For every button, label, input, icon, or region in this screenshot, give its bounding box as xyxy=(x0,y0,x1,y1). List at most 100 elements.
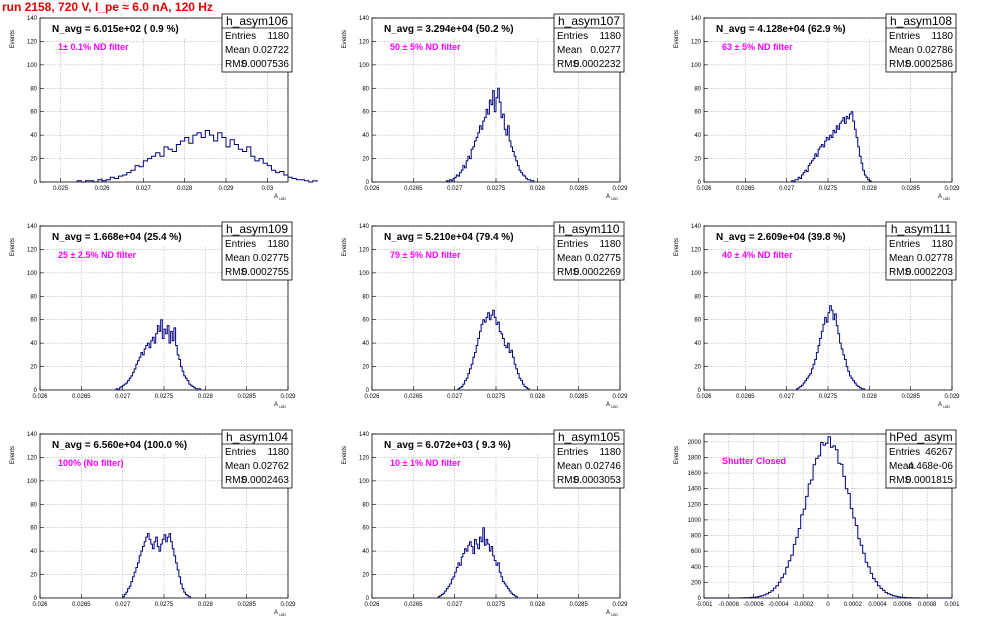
x-axis-title: A UID xyxy=(938,194,950,201)
stat-key: RMS xyxy=(889,475,912,486)
y-tick-label: 1800 xyxy=(688,455,702,461)
navg-bg xyxy=(42,228,218,246)
stat-key: Mean xyxy=(557,461,582,472)
page-title: run 2158, 720 V, I_pe ≈ 6.0 nA, 120 Hz xyxy=(2,0,213,14)
histogram-panel-h_asym107: 0.026 0.0265 0.027 0.0275 0.028 0.0285 0.029 0 2… xyxy=(342,13,628,201)
navg-bg xyxy=(706,228,882,246)
y-axis-title: Events xyxy=(10,238,16,256)
y-tick-label: 60 xyxy=(694,318,701,324)
stat-value: 0.02778 xyxy=(917,253,954,264)
stat-value: 0.0007536 xyxy=(242,59,290,70)
x-tick-label: 0.026 xyxy=(364,394,380,400)
x-tick-label: 0.0265 xyxy=(404,394,423,400)
stat-key: RMS xyxy=(889,267,912,278)
y-tick-label: 0 xyxy=(34,180,38,186)
x-tick-label: 0.026 xyxy=(364,186,380,192)
stat-value: 1180 xyxy=(267,447,289,458)
x-tick-label: 0.0265 xyxy=(72,602,91,608)
stat-key: RMS xyxy=(225,475,248,486)
y-tick-label: 120 xyxy=(27,39,38,45)
stat-value: 0.0002463 xyxy=(242,475,290,486)
histogram-series xyxy=(115,319,201,391)
x-axis-title: A UID xyxy=(274,194,286,201)
y-tick-label: 80 xyxy=(362,86,369,92)
x-tick-label: -0.0006 xyxy=(743,602,764,608)
y-tick-label: 140 xyxy=(27,432,38,438)
stats-box xyxy=(885,429,957,489)
y-tick-label: 20 xyxy=(30,365,37,371)
stat-value: 0.0277 xyxy=(590,45,621,56)
filter-annotation: 40 ± 4% ND filter xyxy=(722,250,793,260)
stat-key: RMS xyxy=(557,475,580,486)
stat-value: 1180 xyxy=(599,447,621,458)
y-tick-label: 100 xyxy=(359,63,370,69)
stat-key: RMS xyxy=(225,267,248,278)
y-tick-label: 40 xyxy=(30,549,37,555)
y-tick-label: 60 xyxy=(30,110,37,116)
y-tick-label: 2000 xyxy=(688,440,702,446)
y-tick-label: 140 xyxy=(27,16,38,22)
x-tick-label: 0.027 xyxy=(447,394,463,400)
x-axis-title: A UID xyxy=(274,610,286,617)
y-tick-label: 100 xyxy=(691,63,702,69)
stats-box xyxy=(553,13,625,73)
y-tick-label: 40 xyxy=(694,341,701,347)
x-tick-label: 0.027 xyxy=(136,186,152,192)
x-tick-label: 0.029 xyxy=(944,186,960,192)
x-tick-label: 0.026 xyxy=(696,394,712,400)
x-axis-title: A UID xyxy=(606,610,618,617)
stat-key: Entries xyxy=(889,239,920,250)
x-tick-label: 0.025 xyxy=(53,186,69,192)
navg-label: N_avg = 6.560e+04 (100.0 %) xyxy=(52,440,187,451)
filter-annotation: 1± 0.1% ND filter xyxy=(58,42,129,52)
histogram-series xyxy=(122,533,191,598)
x-tick-label: 0.0265 xyxy=(72,394,91,400)
histogram-panel-h_asym110: 0.026 0.0265 0.027 0.0275 0.028 0.0285 0.029 0 2… xyxy=(342,221,628,409)
x-tick-label: 0.028 xyxy=(530,394,546,400)
navg-label: N_avg = 4.128e+04 (62.9 %) xyxy=(716,24,846,35)
histogram-panel-h_asym106: 0.025 0.026 0.027 0.028 0.029 0.03 0 20 40 60 80 10… xyxy=(10,13,318,201)
y-tick-label: 120 xyxy=(27,247,38,253)
histogram-name: h_asym106 xyxy=(226,14,288,28)
x-tick-label: 0.028 xyxy=(198,602,214,608)
x-axis-title: A UID xyxy=(606,194,618,201)
y-tick-label: 80 xyxy=(362,294,369,300)
stat-value: 0.02775 xyxy=(585,253,622,264)
histogram-panel-h_asym109: 0.026 0.0265 0.027 0.0275 0.028 0.0285 0.029 0 2… xyxy=(10,221,296,409)
x-tick-label: 0.0006 xyxy=(893,602,912,608)
y-tick-label: 40 xyxy=(362,133,369,139)
y-tick-label: 60 xyxy=(30,526,37,532)
y-axis-title: Events xyxy=(10,30,16,48)
histogram-name: h_asym108 xyxy=(890,14,952,28)
y-tick-label: 1400 xyxy=(688,487,702,493)
x-tick-label: 0.029 xyxy=(612,186,628,192)
y-tick-label: 400 xyxy=(691,565,702,571)
y-tick-label: 0 xyxy=(698,596,702,602)
y-tick-label: 40 xyxy=(30,133,37,139)
x-tick-label: 0.029 xyxy=(280,602,296,608)
y-tick-label: 80 xyxy=(694,294,701,300)
y-tick-label: 800 xyxy=(691,534,702,540)
x-tick-label: 0.027 xyxy=(447,186,463,192)
x-tick-label: 0.026 xyxy=(364,602,380,608)
histogram-series xyxy=(796,305,865,390)
navg-label: N_avg = 1.668e+04 (25.4 %) xyxy=(52,232,182,243)
x-tick-label: 0.0004 xyxy=(868,602,887,608)
y-tick-label: 120 xyxy=(359,247,370,253)
stat-value: 0.0002203 xyxy=(906,267,954,278)
stat-value: 1180 xyxy=(599,239,621,250)
y-tick-label: 20 xyxy=(362,365,369,371)
y-tick-label: 20 xyxy=(30,157,37,163)
y-tick-label: 80 xyxy=(362,502,369,508)
x-tick-label: 0.0265 xyxy=(404,602,423,608)
x-tick-label: 0.0285 xyxy=(569,602,588,608)
y-tick-label: 20 xyxy=(694,365,701,371)
filter-annotation: 63 ± 5% ND filter xyxy=(722,42,793,52)
stat-value: 1180 xyxy=(599,31,621,42)
y-tick-label: 140 xyxy=(691,224,702,230)
y-tick-label: 40 xyxy=(30,341,37,347)
x-tick-label: 0.029 xyxy=(612,602,628,608)
stat-value: 4.468e-06 xyxy=(908,461,953,472)
x-tick-label: 0.0265 xyxy=(736,186,755,192)
